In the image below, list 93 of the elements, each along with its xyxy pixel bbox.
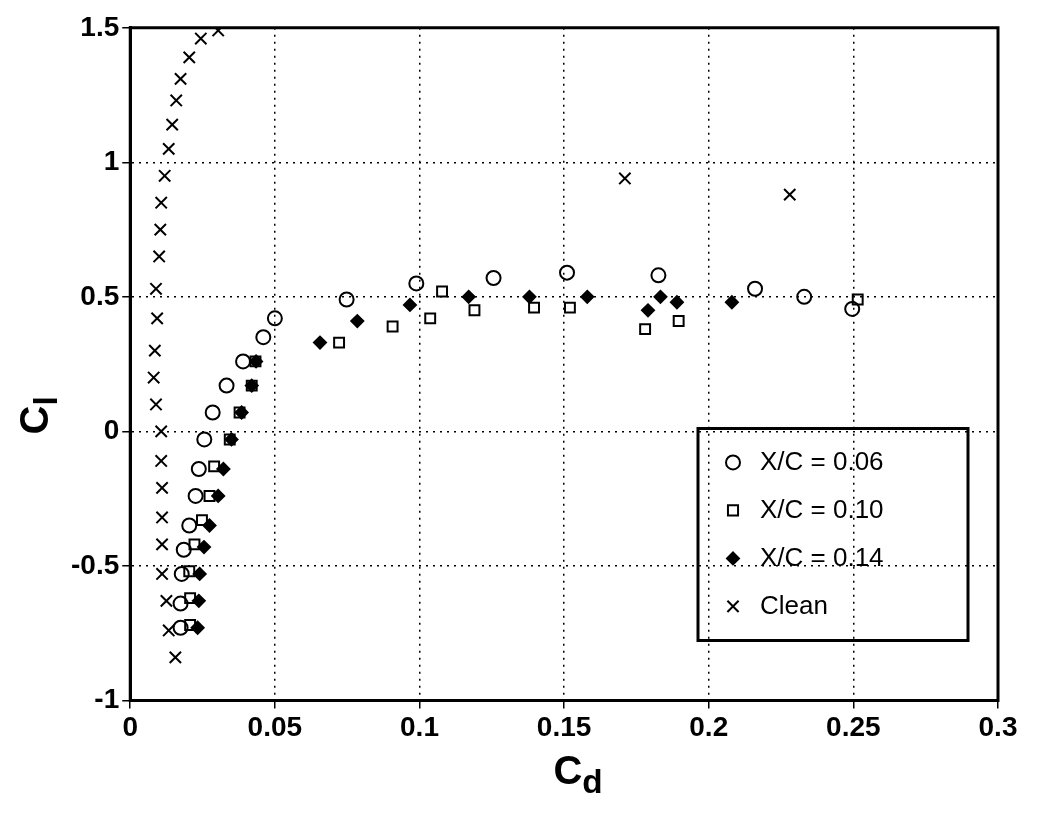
y-tick-label: -1 xyxy=(94,683,120,715)
point xyxy=(153,222,167,237)
point xyxy=(152,249,166,264)
point xyxy=(424,312,437,325)
point xyxy=(522,289,537,304)
legend-label: X/C = 0.14 xyxy=(760,541,884,572)
point xyxy=(461,289,476,304)
point xyxy=(672,315,685,327)
legend-label: X/C = 0.10 xyxy=(760,493,884,524)
point xyxy=(155,567,169,581)
point xyxy=(468,304,481,317)
x-tick-label: 0.2 xyxy=(689,710,729,742)
point xyxy=(169,93,183,108)
point xyxy=(154,196,168,210)
point xyxy=(173,72,188,86)
point xyxy=(162,142,176,156)
point xyxy=(580,289,595,304)
point xyxy=(154,454,168,468)
point xyxy=(149,397,163,412)
point xyxy=(528,301,540,314)
point xyxy=(350,314,365,329)
point xyxy=(208,460,221,473)
point xyxy=(204,404,221,421)
point xyxy=(155,481,169,495)
y-tick-label: 1 xyxy=(103,145,120,177)
point xyxy=(187,487,204,504)
x-axis-title: C$_{d}$ xyxy=(552,748,604,801)
point xyxy=(197,540,212,555)
legend-label: Clean xyxy=(760,589,828,620)
point xyxy=(851,293,864,306)
x-tick-label: 0.05 xyxy=(247,710,303,742)
y-tick-label: -0.5 xyxy=(71,548,120,580)
point xyxy=(653,289,668,304)
y-tick-label: 0 xyxy=(103,414,120,446)
point xyxy=(436,285,449,298)
point xyxy=(183,565,196,578)
point xyxy=(158,169,172,183)
point xyxy=(173,565,190,582)
point xyxy=(559,264,576,281)
point xyxy=(218,377,235,394)
point xyxy=(165,118,179,132)
point xyxy=(266,310,283,327)
point xyxy=(188,538,201,551)
point xyxy=(211,27,225,38)
point xyxy=(168,650,183,665)
x-tick-label: 0.15 xyxy=(536,710,592,742)
point xyxy=(386,320,399,333)
point xyxy=(724,295,739,310)
point xyxy=(639,323,652,336)
legend-label: X/C = 0.06 xyxy=(760,445,884,476)
point xyxy=(190,461,207,478)
y-tick-label: 0.5 xyxy=(80,279,120,311)
point xyxy=(175,541,192,558)
point xyxy=(196,514,208,527)
point xyxy=(618,171,632,186)
point xyxy=(155,537,169,552)
point xyxy=(147,370,161,385)
point xyxy=(149,282,163,296)
point xyxy=(485,270,502,287)
point xyxy=(203,489,216,502)
point xyxy=(155,510,169,525)
point xyxy=(150,311,164,326)
y-tick-label: 1.5 xyxy=(80,10,120,42)
x-tick-label: 0.1 xyxy=(400,710,439,742)
point xyxy=(796,288,813,305)
point xyxy=(669,295,684,310)
point xyxy=(172,595,189,612)
x-tick-label: 0.25 xyxy=(826,710,881,742)
point xyxy=(196,431,213,448)
point xyxy=(192,566,207,581)
point xyxy=(338,291,355,308)
point xyxy=(194,31,208,46)
x-tick-label: 0.3 xyxy=(978,710,1018,742)
point xyxy=(641,303,656,318)
point xyxy=(154,424,168,439)
point xyxy=(184,592,197,605)
point xyxy=(408,275,425,292)
point xyxy=(172,619,189,636)
point xyxy=(313,335,327,350)
point xyxy=(747,280,764,297)
point xyxy=(235,353,252,370)
point xyxy=(333,336,346,349)
point xyxy=(650,267,667,284)
point xyxy=(162,623,176,638)
point xyxy=(148,343,162,358)
point xyxy=(563,301,576,314)
point xyxy=(159,594,174,608)
point xyxy=(402,297,417,312)
point xyxy=(255,329,272,346)
point xyxy=(783,187,797,202)
point xyxy=(181,517,198,534)
point xyxy=(182,50,196,65)
point xyxy=(844,300,861,317)
